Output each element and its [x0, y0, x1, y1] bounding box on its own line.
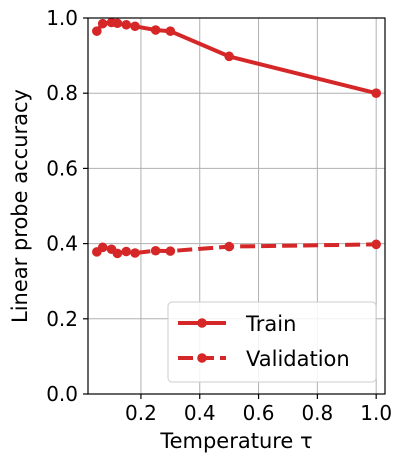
series-validation [92, 239, 381, 259]
legend-marker [197, 318, 207, 328]
data-point [165, 26, 176, 36]
x-tick-label: 1.0 [360, 401, 392, 425]
y-tick-label: 0.2 [46, 307, 78, 331]
y-tick-label: 0.0 [46, 382, 78, 406]
series-layer [92, 17, 381, 259]
data-point [371, 239, 381, 250]
x-axis-title: Temperature τ [159, 429, 312, 453]
legend-marker [197, 353, 207, 363]
data-point [121, 246, 132, 257]
data-point [112, 18, 123, 29]
data-point [165, 246, 176, 256]
x-tick-label: 0.6 [243, 401, 275, 425]
x-tick-label: 0.8 [301, 401, 333, 425]
data-point [130, 248, 140, 258]
series-train [92, 17, 381, 98]
data-point [112, 248, 123, 259]
tick-labels: 0.2 0.4 0.6 0.8 1.0 0.0 0.2 0.4 0.6 0.8 1.0 [46, 6, 392, 425]
data-point [150, 245, 161, 256]
y-tick-label: 0.8 [46, 81, 78, 105]
data-point [92, 26, 102, 36]
data-point [371, 88, 381, 98]
data-point [150, 25, 161, 35]
legend-item-validation: Validation [178, 347, 350, 371]
x-tick-label: 0.4 [184, 401, 216, 425]
y-tick-label: 0.4 [46, 232, 78, 256]
ticks [83, 17, 377, 399]
legend-label: Validation [246, 347, 350, 371]
plot-frame [87, 17, 386, 395]
x-tick-label: 0.2 [125, 401, 157, 425]
legend: Train Validation [167, 301, 377, 383]
data-point [130, 21, 140, 32]
data-point [224, 51, 234, 62]
legend-label: Train [245, 312, 296, 336]
series-line-train [95, 20, 377, 96]
legend-item-train: Train [178, 312, 296, 336]
y-tick-label: 1.0 [46, 6, 78, 30]
data-point [121, 19, 132, 30]
y-axis-title: Linear probe accuracy [8, 89, 32, 323]
data-point [224, 241, 234, 252]
data-point [97, 242, 108, 253]
data-point [97, 18, 108, 29]
y-tick-label: 0.6 [46, 156, 78, 180]
